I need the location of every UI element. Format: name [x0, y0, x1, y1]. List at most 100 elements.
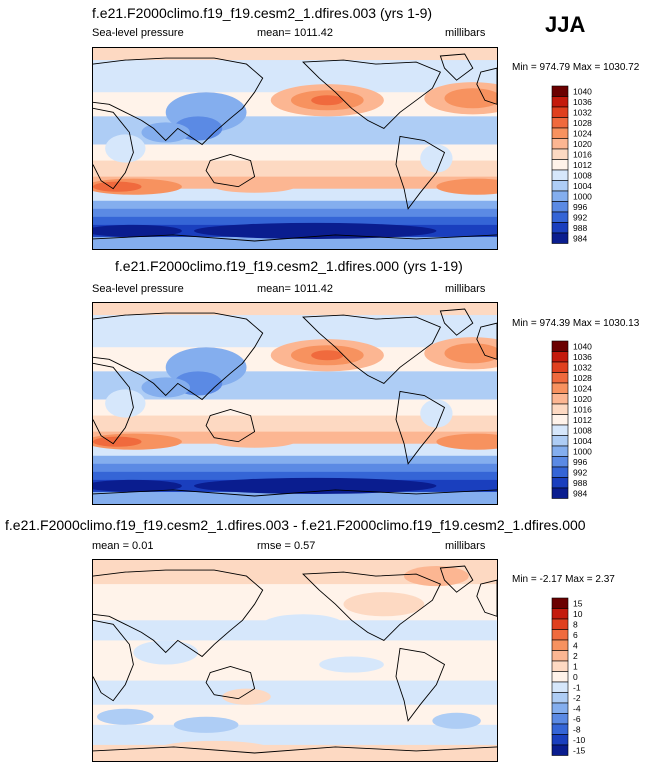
panel-1-units: millibars: [445, 27, 486, 39]
colorbar-swatch: [551, 660, 569, 672]
colorbar-label: 1020: [573, 394, 592, 404]
colorbar-swatch: [551, 159, 569, 171]
colorbar-label: -15: [573, 745, 586, 755]
colorbar-swatch: [551, 597, 569, 609]
panel-2-map: [92, 302, 498, 505]
field-contour: [214, 435, 295, 448]
field-contour: [194, 477, 437, 494]
panel-1-map: [92, 47, 498, 250]
colorbar-swatch: [551, 403, 569, 415]
field-band: [93, 724, 497, 746]
colorbar-swatch: [551, 723, 569, 735]
panel-2-mean: mean= 1011.42: [257, 283, 333, 295]
coastline: [93, 107, 134, 190]
colorbar-swatch: [551, 148, 569, 160]
colorbar-swatch: [551, 361, 569, 373]
colorbar-label: 988: [573, 223, 587, 233]
panel-2-colorbar: 1040 1036 1032 1028 1024 1020 1016 1012 1008 1004…: [551, 340, 622, 503]
coastline: [476, 67, 497, 105]
field-band: [93, 463, 497, 473]
coastline: [93, 489, 497, 497]
colorbar-swatch: [551, 85, 569, 97]
colorbar-label: 1028: [573, 373, 592, 383]
field-contour: [444, 88, 497, 109]
coastline: [395, 135, 446, 210]
field-contour: [420, 399, 453, 428]
colorbar-label: 4: [573, 640, 578, 650]
colorbar-swatch: [551, 232, 569, 244]
colorbar-label: 1040: [573, 341, 592, 351]
panel-1-field: Sea-level pressure: [92, 27, 184, 39]
colorbar-label: 1036: [573, 352, 592, 362]
colorbar-label: 1024: [573, 128, 592, 138]
colorbar-swatch: [551, 393, 569, 405]
coastline: [395, 390, 446, 465]
panel-3-map: [92, 559, 498, 762]
colorbar-swatch: [551, 681, 569, 693]
panel-2-units: millibars: [445, 283, 486, 295]
field-contour: [404, 566, 469, 587]
field-contour: [432, 712, 481, 729]
field-contour: [436, 178, 497, 195]
colorbar-swatch: [551, 351, 569, 363]
field-contour: [222, 688, 271, 705]
colorbar-label: 984: [573, 233, 587, 243]
field-band: [93, 216, 497, 226]
colorbar-label: 15: [573, 598, 583, 608]
field-band: [93, 471, 497, 481]
colorbar-swatch: [551, 424, 569, 436]
panel-3-mean: mean = 0.01: [92, 540, 154, 552]
colorbar-swatch: [551, 445, 569, 457]
colorbar-swatch: [551, 435, 569, 447]
coastline: [476, 579, 497, 617]
field-contour: [97, 708, 154, 725]
field-contour: [93, 436, 142, 447]
colorbar-label: 1040: [573, 86, 592, 96]
season-label: JJA: [545, 12, 586, 37]
colorbar-swatch: [551, 138, 569, 150]
colorbar-swatch: [551, 222, 569, 234]
field-band: [93, 491, 497, 504]
panel-2-minmax: Min = 974.39 Max = 1030.13: [512, 318, 640, 329]
field-contour: [105, 389, 146, 418]
colorbar-swatch: [551, 608, 569, 620]
colorbar-swatch: [551, 211, 569, 223]
panel-1-title: f.e21.F2000climo.f19_f19.cesm2_1.dfires.…: [92, 5, 433, 21]
panel-2-title: f.e21.F2000climo.f19_f19.cesm2_1.dfires.…: [115, 258, 463, 274]
colorbar-label: 1016: [573, 149, 592, 159]
coastline: [93, 569, 264, 658]
coastline: [93, 234, 497, 242]
coastline: [93, 362, 134, 445]
colorbar-label: -2: [573, 693, 581, 703]
field-contour: [436, 433, 497, 450]
field-band: [93, 431, 497, 445]
field-contour: [173, 716, 239, 733]
colorbar-label: -10: [573, 735, 586, 745]
colorbar-label: 8: [573, 619, 578, 629]
field-band: [93, 443, 497, 457]
field-band: [93, 303, 497, 316]
colorbar-swatch: [551, 372, 569, 384]
colorbar-label: 1004: [573, 436, 592, 446]
colorbar-swatch: [551, 487, 569, 499]
colorbar-label: 1000: [573, 191, 592, 201]
colorbar-label: 1036: [573, 97, 592, 107]
colorbar-label: 996: [573, 202, 587, 212]
coastline: [93, 619, 134, 702]
coastline: [205, 666, 256, 700]
field-band: [93, 236, 497, 249]
colorbar-swatch: [551, 127, 569, 139]
coastline: [302, 314, 442, 384]
colorbar-label: -8: [573, 724, 581, 734]
coastline: [302, 571, 442, 641]
field-contour: [93, 479, 182, 492]
field-band: [93, 455, 497, 465]
coastline: [439, 53, 474, 81]
colorbar-label: 2: [573, 651, 578, 661]
colorbar-swatch: [551, 180, 569, 192]
panel-3-units: millibars: [445, 540, 486, 552]
colorbar-label: 6: [573, 630, 578, 640]
colorbar-label: 1000: [573, 446, 592, 456]
field-band: [93, 188, 497, 202]
coastline: [476, 322, 497, 360]
